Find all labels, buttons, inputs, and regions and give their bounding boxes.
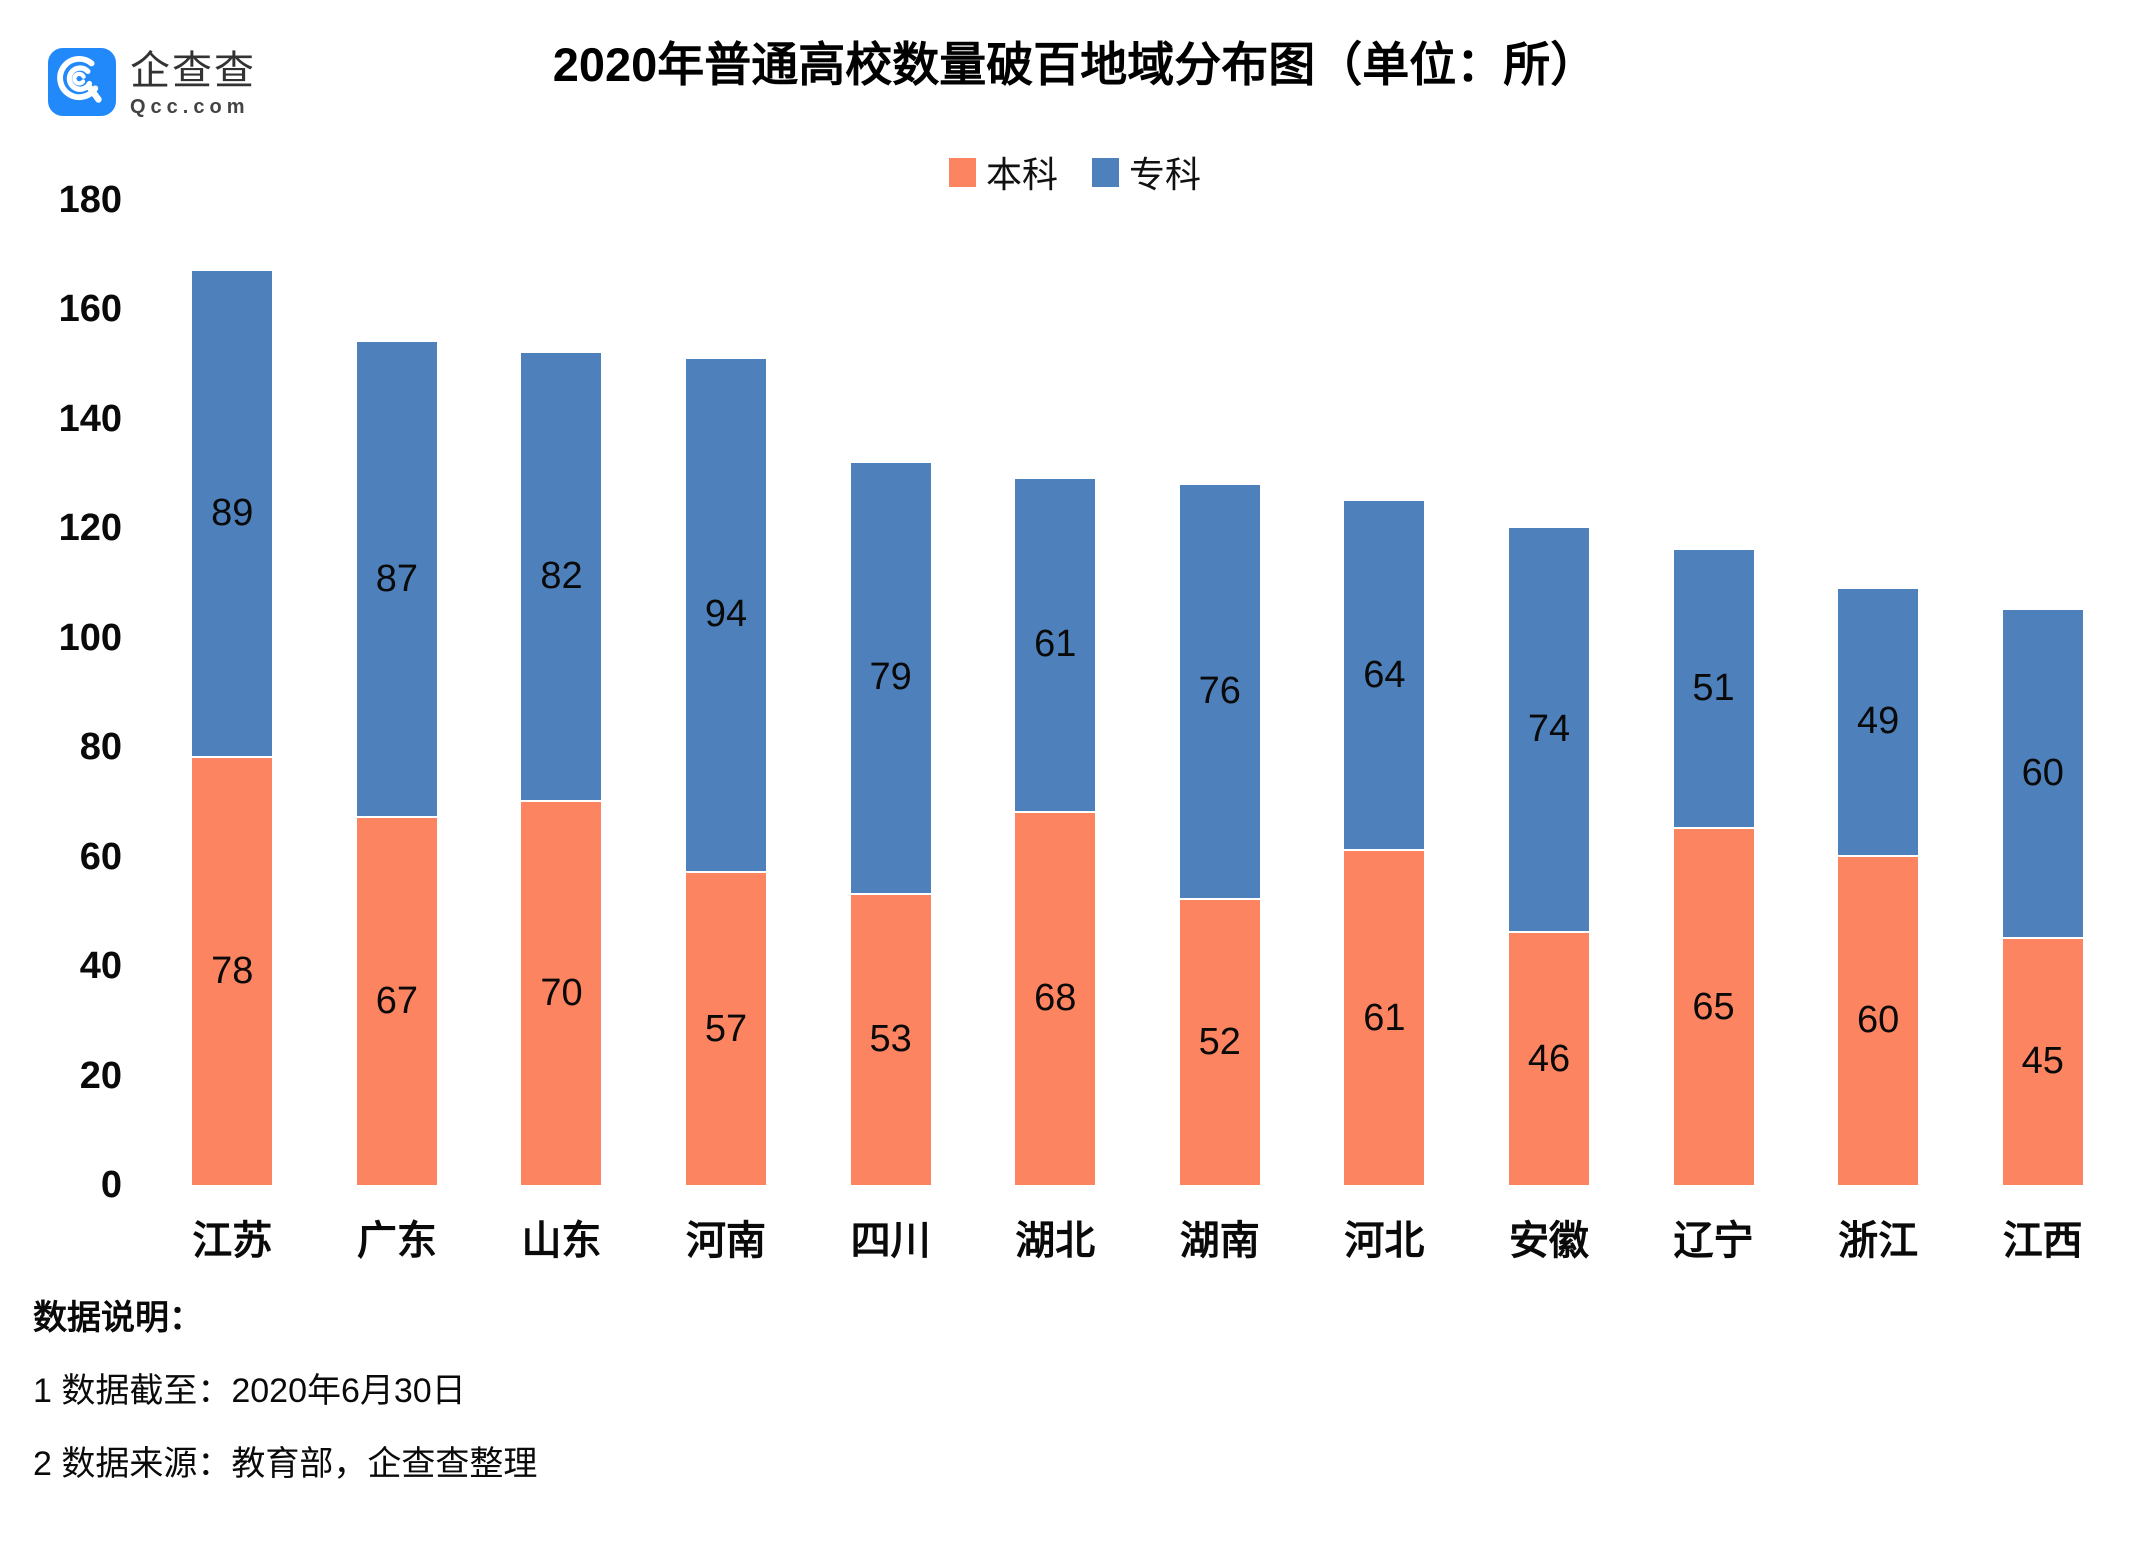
x-axis-category-label: 广东 — [356, 1219, 437, 1263]
bar-segment-college: 89 — [192, 271, 273, 757]
y-axis-tick-label: 180 — [58, 179, 122, 221]
bar-value-label: 68 — [1034, 977, 1077, 1020]
bar-segment-college: 76 — [1179, 484, 1260, 899]
y-axis-tick-label: 100 — [58, 616, 122, 659]
bar-value-label: 87 — [375, 557, 419, 600]
bar-segment-undergrad: 45 — [2002, 938, 2083, 1185]
bar-value-label: 61 — [1034, 623, 1077, 666]
bar-segment-college: 79 — [850, 462, 931, 893]
bar-value-label: 70 — [540, 971, 583, 1014]
bar-segment-college: 51 — [1673, 550, 1754, 828]
notes-heading: 数据说明： — [33, 1299, 203, 1337]
y-axis-tick-label: 0 — [100, 1164, 122, 1206]
bar-segment-undergrad: 61 — [1344, 851, 1425, 1185]
bar-value-label: 60 — [1856, 999, 1900, 1042]
qcc-logo: 企查查 Qcc.com — [48, 48, 256, 119]
bar-value-label: 46 — [1527, 1037, 1571, 1080]
bar-value-label: 49 — [1856, 700, 1900, 743]
x-axis-category-label: 河北 — [1344, 1219, 1425, 1263]
x-axis-category-label: 浙江 — [1838, 1219, 1919, 1263]
chart-legend: 本科 专科 — [0, 146, 2150, 198]
bar-value-label: 61 — [1363, 996, 1406, 1039]
bar-segment-college: 60 — [2002, 610, 2083, 937]
bar-segment-undergrad: 68 — [1015, 812, 1096, 1185]
x-axis-category-label: 辽宁 — [1673, 1219, 1754, 1263]
bar-value-label: 45 — [2021, 1040, 2064, 1083]
bar-value-label: 76 — [1198, 669, 1241, 712]
x-axis-category-label: 湖北 — [1015, 1219, 1096, 1263]
bar-segment-college: 64 — [1344, 500, 1425, 850]
bar-value-label: 57 — [704, 1007, 748, 1050]
bar-segment-undergrad: 57 — [686, 873, 767, 1185]
y-axis-tick-label: 120 — [58, 507, 122, 550]
bar-segment-undergrad: 53 — [850, 894, 931, 1185]
bar-value-label: 51 — [1692, 667, 1735, 710]
bar-segment-college: 87 — [356, 342, 437, 817]
legend-swatch-college — [1092, 157, 1119, 187]
bar-segment-undergrad: 70 — [521, 801, 602, 1185]
bar-value-label: 53 — [869, 1018, 912, 1061]
notes-line-cutoff: 1 数据截至：2020年6月30日 — [33, 1372, 466, 1410]
legend-label-college: 专科 — [1129, 154, 1202, 195]
y-axis-tick-label: 140 — [58, 397, 122, 440]
bar-value-label: 60 — [2021, 752, 2064, 795]
bar-segment-college: 74 — [1508, 528, 1589, 932]
bar-segment-college: 82 — [521, 353, 602, 800]
bar-value-label: 64 — [1363, 653, 1406, 696]
x-axis-category-label: 安徽 — [1508, 1219, 1589, 1263]
bar-value-label: 89 — [211, 492, 254, 535]
x-axis-category-label: 河南 — [686, 1219, 767, 1263]
notes-line-source: 2 数据来源：教育部，企查查整理 — [33, 1445, 538, 1483]
legend-item-college: 专科 — [1092, 146, 1201, 198]
bar-value-label: 79 — [869, 656, 912, 699]
bar-value-label: 65 — [1692, 985, 1735, 1028]
bar-segment-undergrad: 65 — [1673, 829, 1754, 1185]
bar-segment-college: 49 — [1838, 588, 1919, 855]
data-notes: 数据说明： 1 数据截至：2020年6月30日 2 数据来源：教育部，企查查整理 — [33, 1298, 537, 1484]
legend-swatch-undergrad — [948, 157, 976, 187]
bar-segment-undergrad: 60 — [1838, 856, 1919, 1185]
bar-segment-college: 94 — [686, 358, 767, 872]
bar-value-label: 52 — [1198, 1021, 1241, 1064]
qcc-logo-domain: Qcc.com — [130, 96, 250, 118]
x-axis-category-label: 山东 — [521, 1219, 602, 1263]
bar-value-label: 94 — [704, 593, 748, 636]
y-axis-tick-label: 160 — [58, 288, 122, 331]
bar-value-label: 78 — [211, 950, 254, 993]
qcc-logo-icon — [48, 48, 116, 116]
x-axis-category-label: 江苏 — [192, 1219, 273, 1263]
legend-item-undergrad: 本科 — [948, 146, 1058, 198]
bar-segment-college: 61 — [1015, 479, 1096, 811]
bar-value-label: 67 — [375, 980, 419, 1023]
bar-segment-undergrad: 46 — [1508, 933, 1589, 1185]
bar-segment-undergrad: 52 — [1179, 900, 1260, 1185]
x-axis-category-label: 四川 — [850, 1219, 931, 1263]
x-axis-category-label: 江西 — [2002, 1219, 2083, 1263]
bar-value-label: 74 — [1527, 708, 1571, 751]
y-axis-tick-label: 40 — [79, 945, 122, 988]
bar-value-label: 82 — [540, 555, 583, 598]
bar-segment-undergrad: 67 — [356, 818, 437, 1185]
qcc-logo-name: 企查查 — [130, 49, 256, 93]
chart-title: 2020年普通高校数量破百地域分布图（单位：所） — [552, 38, 1598, 91]
legend-label-undergrad: 本科 — [985, 154, 1058, 195]
bar-segment-undergrad: 78 — [192, 758, 273, 1185]
qcc-logo-text: 企查查 Qcc.com — [130, 48, 256, 119]
y-axis-tick-label: 20 — [79, 1054, 122, 1097]
y-axis-tick-label: 80 — [79, 726, 122, 769]
y-axis-tick-label: 60 — [79, 835, 122, 878]
x-axis-category-label: 湖南 — [1179, 1219, 1260, 1263]
